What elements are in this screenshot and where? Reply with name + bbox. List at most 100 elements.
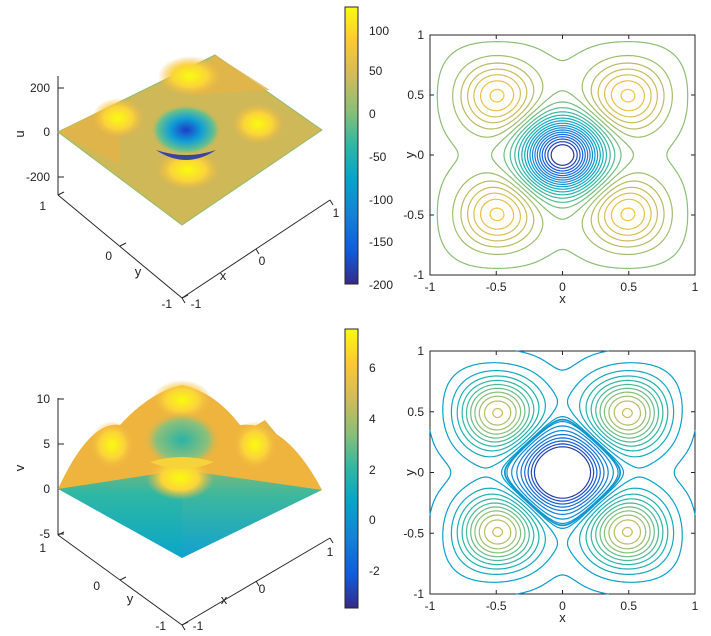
contour-level-line <box>534 129 591 181</box>
y-tick-label: -1 <box>161 297 172 311</box>
x-axis-label: x <box>220 268 227 283</box>
surface-v-peak <box>152 380 212 420</box>
contour-level-line <box>516 430 609 515</box>
y-tick-label: 1 <box>417 344 424 358</box>
y-axis-label: y <box>135 264 142 279</box>
contour-level-line <box>473 74 652 236</box>
contour-level-line <box>452 54 673 256</box>
contour-level-line <box>529 125 596 185</box>
colorbar-tick-label: 0 <box>369 513 376 527</box>
y-tick-label: 0 <box>417 466 424 480</box>
x-axis-label: x <box>221 592 228 607</box>
y-tick-label: -1 <box>413 587 424 601</box>
contour-level-line <box>544 138 581 172</box>
colorbar-u: 100 50 0 -50 -100 -150 -200 <box>344 6 393 292</box>
y-tick-label: 1 <box>39 541 46 555</box>
x-tick-label: 1 <box>692 280 699 294</box>
z-tick-label: 0 <box>43 482 50 496</box>
x-tick-label: -1 <box>425 599 436 613</box>
z-tick-label: 200 <box>30 81 50 95</box>
x-tick-label: 0.5 <box>620 599 637 613</box>
contour-u: -1 -0.5 0 0.5 1 1 0.5 0 -0.5 -1 x y <box>402 28 699 306</box>
colorbar-tick-label: 100 <box>369 24 389 38</box>
surface-v-peak <box>90 421 134 469</box>
z-tick-label: 5 <box>43 437 50 451</box>
colorbar-tick-label: 4 <box>369 412 376 426</box>
surface-u-well <box>150 104 222 156</box>
y-tick-label: 0 <box>93 579 100 593</box>
colorbar-tick-label: 0 <box>369 107 376 121</box>
y-tick-label: -0.5 <box>403 208 424 222</box>
surface-v-well <box>144 412 220 468</box>
y-tick-label: -1 <box>413 268 424 282</box>
y-tick-label: 1 <box>39 199 46 213</box>
colorbar-tick-label: -100 <box>369 193 393 207</box>
contour-level-line <box>547 141 578 169</box>
surface-v-axes: 10 5 0 -5 v 1 0 -1 y -1 0 1 x <box>12 392 334 633</box>
x-axis-label: x <box>559 610 566 625</box>
contour-level-line <box>531 127 594 183</box>
contour-level-line <box>527 440 598 505</box>
surface-u-peak <box>232 104 284 144</box>
contour-level-line <box>530 443 595 502</box>
contour-u-frame <box>429 34 696 276</box>
y-tick-label: 0 <box>105 249 112 263</box>
contour-level-line <box>511 425 614 520</box>
contour-level-line <box>509 107 616 203</box>
contour-level-line <box>533 446 592 499</box>
colorbar-tick-label: -150 <box>369 235 393 249</box>
contour-level-line <box>456 375 669 570</box>
x-tick-label: -1 <box>425 280 436 294</box>
contour-u-lines <box>436 41 689 269</box>
surface-u-peak <box>158 56 222 96</box>
contour-level-line <box>520 433 605 512</box>
z-tick-label: 0 <box>43 125 50 139</box>
contour-v: -1 -0.5 0 0.5 1 1 0.5 0 -0.5 -1 x y <box>402 344 699 625</box>
y-tick-label: 1 <box>417 28 424 42</box>
surface-v <box>58 380 322 558</box>
y-tick-label: -0.5 <box>403 526 424 540</box>
contour-level-line <box>480 80 645 230</box>
y-axis-label: y <box>402 469 417 476</box>
colorbar-tick-label: 6 <box>369 361 376 375</box>
surface-u-peak <box>156 150 220 190</box>
x-tick-label: 1 <box>333 206 340 220</box>
contour-level-line <box>478 395 647 550</box>
x-tick-label: 0 <box>559 599 566 613</box>
colorbar-tick-label: -50 <box>369 150 387 164</box>
z-tick-label: 10 <box>37 392 51 406</box>
colorbar-tick-label: -200 <box>369 278 393 292</box>
colorbar-v: 6 4 2 0 -2 <box>344 328 380 609</box>
contour-level-line <box>467 68 658 242</box>
contour-level-line <box>474 391 651 554</box>
contour-level-line <box>541 136 584 174</box>
contour-level-line <box>492 407 633 538</box>
contour-level-line <box>442 362 683 583</box>
contour-v-frame <box>429 350 696 595</box>
colorbar-u-bar <box>344 6 359 285</box>
contour-level-line <box>514 111 611 199</box>
surface-v-peak <box>233 421 277 469</box>
x-tick-label: -0.5 <box>486 599 507 613</box>
contour-level-line <box>450 370 675 575</box>
z-axis-label: v <box>12 464 27 471</box>
contour-level-line <box>526 122 599 188</box>
x-tick-label: -1 <box>193 619 204 633</box>
colorbar-tick-label: -2 <box>369 564 380 578</box>
contour-level-line <box>503 101 622 209</box>
contour-level-line <box>460 62 665 248</box>
z-tick-label: -200 <box>26 170 50 184</box>
x-tick-label: 1 <box>692 599 699 613</box>
x-tick-label: 1 <box>327 545 334 559</box>
x-tick-label: 0.5 <box>620 280 637 294</box>
contour-level-line <box>436 41 689 269</box>
z-tick-label: -5 <box>39 527 50 541</box>
contour-level-line <box>429 350 696 595</box>
surface-u-peak <box>92 98 144 138</box>
contour-level-line <box>483 400 642 545</box>
contour-level-line <box>489 88 636 222</box>
contour-level-line <box>465 383 660 562</box>
x-tick-label: 0 <box>559 280 566 294</box>
y-tick-label: 0 <box>417 148 424 162</box>
